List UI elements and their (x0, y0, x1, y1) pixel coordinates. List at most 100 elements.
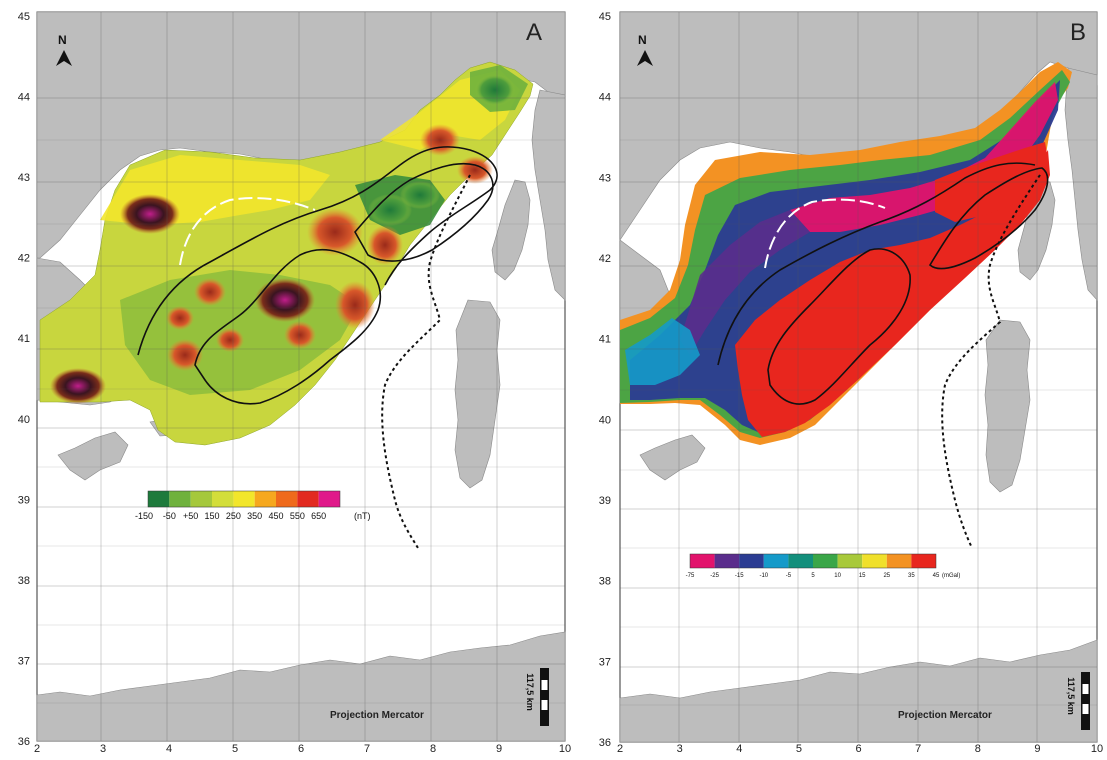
colorbar-label: -75 (686, 573, 695, 579)
colorbar-swatch (763, 554, 789, 568)
colorbar-label: 10 (834, 573, 841, 579)
colorbar-swatch (886, 554, 912, 568)
x-tick-label: 8 (430, 743, 436, 755)
anomaly-blob (167, 339, 203, 371)
north-label: N (638, 33, 647, 47)
x-tick-label: 3 (677, 743, 683, 755)
anomaly-blob (367, 225, 403, 265)
colorbar-swatch (788, 554, 813, 568)
colorbar-label: 15 (859, 573, 866, 579)
land-corsica-a (491, 179, 531, 281)
colorbar-swatch (148, 491, 170, 507)
boundary-outline-b (717, 162, 1036, 366)
colorbar-label: 250 (226, 511, 241, 521)
north-label: N (58, 33, 67, 47)
anomaly-blob (420, 124, 460, 156)
scale-label: 117,5 km (1066, 677, 1076, 715)
boundary-outline-b (767, 248, 911, 405)
y-tick-label: 43 (599, 172, 611, 184)
x-tick-label: 8 (975, 743, 981, 755)
colorbar-label: 45 (933, 573, 940, 579)
x-tick-label: 3 (100, 743, 106, 755)
panel-label: A (526, 19, 542, 46)
colorbar-label: -25 (710, 573, 719, 579)
land-italy-b (1064, 67, 1098, 301)
anomaly-blob (335, 281, 375, 329)
x-axis-b: 2 3 4 5 6 7 8 9 10 (617, 743, 1103, 755)
land-africa-a (36, 631, 566, 742)
colorbar-label: 450 (268, 511, 283, 521)
y-tick-label: 38 (18, 575, 30, 587)
scale-bar-a: 117,5 km (525, 668, 549, 726)
x-tick-label: 10 (1091, 743, 1103, 755)
colorbar-swatch (813, 554, 838, 568)
y-tick-label: 38 (599, 576, 611, 588)
colorbar-swatch (862, 554, 887, 568)
colorbar-swatch (911, 554, 936, 568)
dashed-line-b (941, 174, 1041, 549)
colorbar-label: -10 (759, 573, 768, 579)
x-tick-label: 6 (855, 743, 861, 755)
y-tick-label: 37 (599, 656, 611, 668)
colorbar-swatch (276, 491, 298, 507)
colorbar-label: 350 (247, 511, 262, 521)
colorbar-label: -50 (163, 511, 176, 521)
x-tick-label: 7 (915, 743, 921, 755)
y-tick-label: 42 (18, 253, 30, 265)
anomaly-blob (216, 328, 244, 352)
y-tick-label: 39 (18, 494, 30, 506)
y-tick-label: 45 (18, 11, 30, 23)
anomaly-blob (194, 278, 226, 306)
scale-label: 117,5 km (525, 673, 535, 711)
colorbar-label: 550 (290, 511, 305, 521)
colorbar-border (689, 553, 937, 569)
land-sardinia-a (454, 299, 501, 489)
colorbar-label: 5 (811, 573, 815, 579)
colorbar-swatch (254, 491, 276, 507)
x-tick-label: 9 (496, 743, 502, 755)
colorbar-label: +50 (183, 511, 198, 521)
projection-label: Projection Mercator (330, 710, 424, 721)
colorbar-label: 35 (908, 573, 915, 579)
anomaly-blob (166, 306, 194, 330)
anomaly-blob (457, 156, 493, 184)
north-arrow-icon (637, 50, 653, 66)
anomaly-blob (255, 278, 315, 322)
map-panel-b: N B -75 -25 -15 -10 -5 5 10 15 25 35 45 (mGal) Proj… (599, 11, 1103, 755)
white-dashed-line-a (179, 197, 316, 266)
y-tick-label: 41 (18, 333, 30, 345)
x-tick-label: 5 (232, 743, 238, 755)
anomaly-blob (400, 181, 440, 209)
white-dashed-line-b (764, 198, 886, 269)
colorbar-swatch (318, 491, 340, 507)
boundary-outline-a (194, 248, 382, 405)
y-axis-a: 45 44 43 42 41 40 39 38 37 36 (18, 11, 30, 748)
zone-cyan-b (625, 318, 700, 385)
panel-label: B (1070, 19, 1086, 46)
boundary-outline-a (354, 162, 494, 262)
anomaly-blob (475, 74, 515, 106)
colorbar-unit: (mGal) (942, 573, 960, 579)
anomaly-blob (368, 194, 412, 226)
y-axis-b: 45 44 43 42 41 40 39 38 37 36 (599, 11, 611, 749)
y-tick-label: 44 (599, 92, 611, 104)
colorbar-label: -150 (135, 511, 153, 521)
anomaly-blob (120, 194, 180, 234)
land-sardinia-b (984, 319, 1031, 493)
colorbar-label: 150 (204, 511, 219, 521)
colorbar-swatch (690, 554, 715, 568)
graticule-b (620, 12, 1097, 742)
y-tick-label: 36 (18, 736, 30, 748)
projection-label: Projection Mercator (898, 710, 992, 721)
colorbar-label: 650 (311, 511, 326, 521)
graticule-a (37, 12, 565, 741)
x-tick-label: 10 (559, 743, 571, 755)
colorbar-swatch (837, 554, 863, 568)
colorbar-swatch (233, 491, 255, 507)
y-tick-label: 40 (18, 414, 30, 426)
land-italy-a (531, 89, 566, 301)
y-tick-label: 41 (599, 334, 611, 346)
colorbar-label: -15 (735, 573, 744, 579)
zone-red-b (735, 150, 1050, 437)
scale-bar-b: 117,5 km (1066, 672, 1090, 730)
